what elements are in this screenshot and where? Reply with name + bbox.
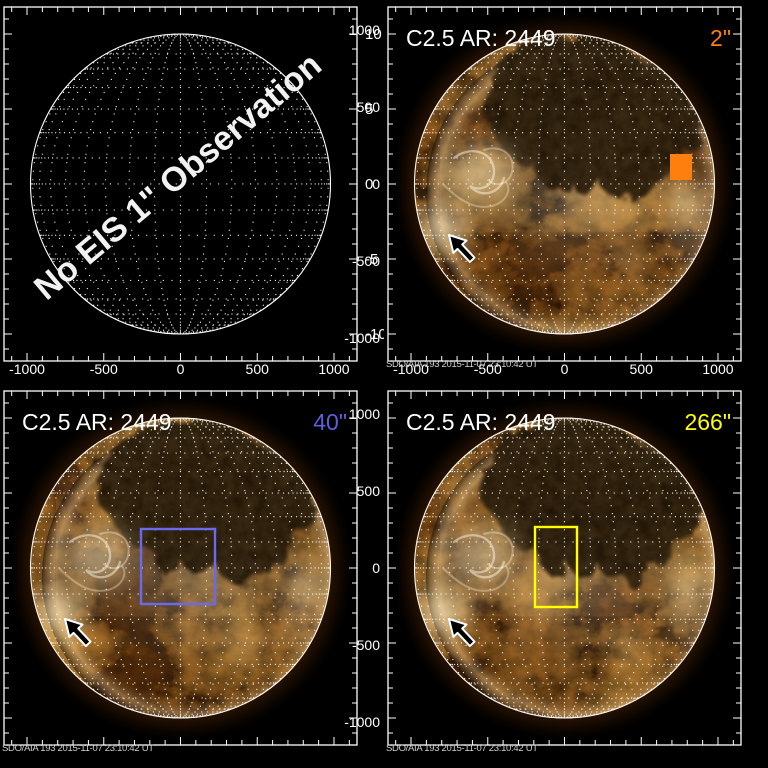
svg-text:SDO/AIA 193 2015-11-07 23:10: SDO/AIA 193 2015-11-07 23:10:42 UT [386, 359, 538, 370]
svg-text:500: 500 [357, 483, 381, 499]
svg-text:0: 0 [372, 560, 380, 576]
svg-text:500: 500 [357, 99, 381, 115]
svg-text:0: 0 [177, 361, 185, 377]
svg-text:1000: 1000 [318, 361, 349, 377]
svg-text:C2.5 AR: 2449: C2.5 AR: 2449 [406, 25, 556, 51]
svg-text:1000: 1000 [349, 22, 380, 38]
svg-text:SDO/AIA 193 2015-11-07 23:10: SDO/AIA 193 2015-11-07 23:10:42 UT [2, 743, 154, 754]
svg-text:-500: -500 [90, 361, 118, 377]
svg-text:500: 500 [630, 361, 654, 377]
svg-text:1000: 1000 [702, 361, 733, 377]
svg-text:SDO/AIA 193 2015-11-07 23:10: SDO/AIA 193 2015-11-07 23:10:42 UT [386, 743, 538, 754]
svg-text:1000: 1000 [349, 406, 380, 422]
svg-text:-500: -500 [352, 253, 380, 269]
svg-text:-1000: -1000 [344, 330, 380, 346]
svg-text:-1000: -1000 [344, 714, 380, 730]
svg-text:2": 2" [710, 25, 731, 51]
svg-text:500: 500 [246, 361, 270, 377]
svg-text:266": 266" [684, 409, 731, 435]
svg-text:0: 0 [561, 361, 569, 377]
svg-text:40": 40" [313, 409, 347, 435]
svg-text:0: 0 [372, 176, 380, 192]
svg-text:-1000: -1000 [9, 361, 45, 377]
svg-text:C2.5 AR: 2449: C2.5 AR: 2449 [406, 409, 556, 435]
svg-text:-500: -500 [352, 637, 380, 653]
svg-text:C2.5 AR: 2449: C2.5 AR: 2449 [22, 409, 172, 435]
